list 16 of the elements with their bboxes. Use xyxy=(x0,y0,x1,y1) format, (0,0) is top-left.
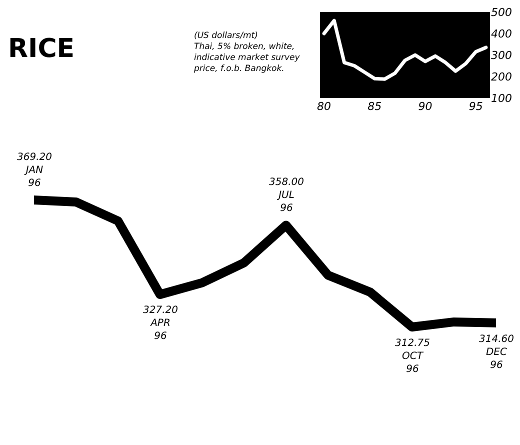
y-tick-label: 400 xyxy=(491,27,512,40)
y-tick-label: 300 xyxy=(491,48,512,62)
data-label: 369.20 JAN 96 xyxy=(17,152,52,189)
x-tick-label: 90 xyxy=(418,100,432,113)
y-tick-label: 200 xyxy=(491,70,512,84)
data-label: 312.75 OCT 96 xyxy=(395,338,430,375)
y-tick-label: 100 xyxy=(491,92,512,105)
data-label: 358.00 JUL 96 xyxy=(269,177,304,214)
data-label: 327.20 APR 96 xyxy=(143,305,178,342)
chart-subtitle: (US dollars/mt) Thai, 5% broken, white, indicative market survey price, f.o.b. Bangkok. xyxy=(193,31,301,74)
chart-title: RICE xyxy=(8,34,75,64)
y-tick-label: 500 xyxy=(491,6,512,19)
x-tick-label: 95 xyxy=(468,100,483,113)
x-tick-label: 80 xyxy=(317,100,332,113)
x-tick-label: 85 xyxy=(368,100,382,113)
data-label: 314.60 DEC 96 xyxy=(479,334,514,371)
